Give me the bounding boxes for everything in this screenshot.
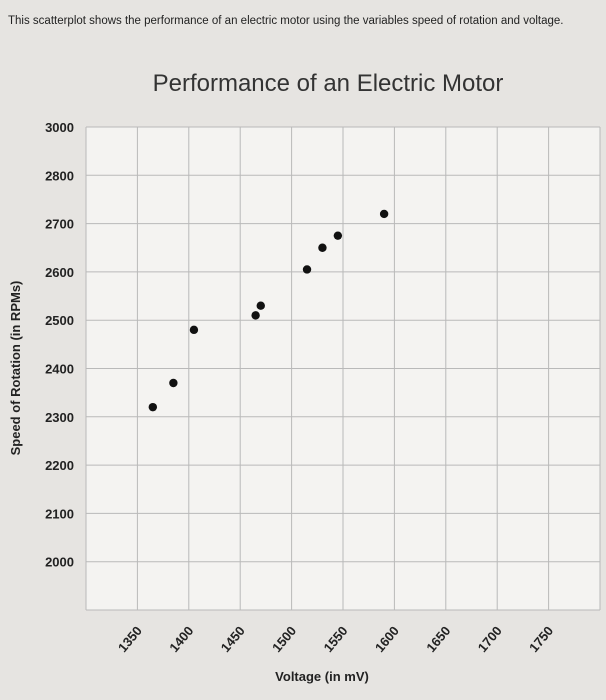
- y-axis-label: Speed of Rotation (in RPMs): [8, 281, 23, 456]
- x-tick-labels: 1350 1400 1450 1500 1550 1600 1650 1700 1750: [115, 623, 556, 655]
- y-tick-label: 2600: [45, 265, 74, 280]
- x-tick-label: 1650: [423, 623, 453, 655]
- y-tick-label: 2100: [45, 506, 74, 521]
- data-point: [318, 243, 327, 252]
- y-tick-label: 2800: [45, 168, 74, 183]
- x-tick-label: 1400: [166, 623, 196, 655]
- chart-title: Performance of an Electric Motor: [152, 70, 504, 97]
- y-tick-labels: 3000 2800 2700 2600 2500 2400 2300 2200 2100 2000: [45, 120, 74, 570]
- chart-caption: This scatterplot shows the performance o…: [8, 15, 564, 27]
- x-tick-label: 1750: [526, 623, 556, 655]
- y-tick-label: 2200: [45, 458, 74, 473]
- y-tick-label: 3000: [45, 120, 74, 135]
- x-tick-label: 1450: [218, 623, 248, 655]
- data-point: [169, 378, 178, 388]
- y-tick-label: 2700: [45, 217, 74, 232]
- data-points: [148, 209, 389, 412]
- x-tick-label: 1350: [115, 623, 145, 655]
- data-point: [302, 265, 312, 274]
- data-point: [256, 301, 265, 310]
- y-tick-label: 2000: [45, 555, 74, 570]
- data-point: [251, 311, 260, 320]
- y-tick-label: 2300: [45, 410, 74, 425]
- x-axis-label: Voltage (in mV): [275, 669, 369, 684]
- x-tick-label: 1500: [269, 623, 299, 655]
- data-point: [379, 209, 389, 219]
- data-point: [148, 402, 158, 412]
- x-tick-label: 1600: [372, 623, 402, 655]
- y-tick-label: 2500: [45, 313, 74, 328]
- y-tick-label: 2400: [45, 362, 74, 377]
- grid-lines: [85, 126, 601, 611]
- x-tick-label: 1700: [475, 623, 505, 655]
- x-tick-label: 1550: [321, 623, 351, 655]
- data-point: [333, 231, 343, 240]
- data-point: [189, 325, 199, 335]
